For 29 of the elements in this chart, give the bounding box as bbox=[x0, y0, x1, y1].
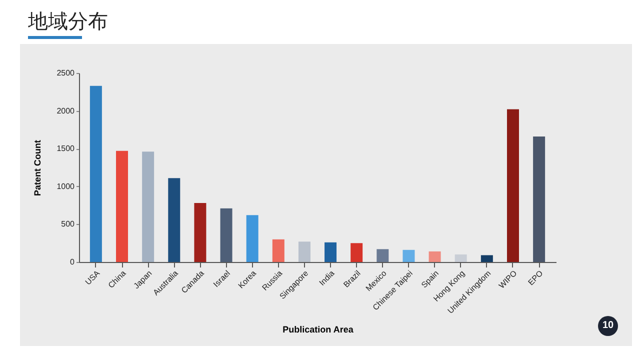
bar bbox=[402, 250, 415, 262]
bar bbox=[428, 251, 441, 262]
bar bbox=[506, 109, 519, 262]
bar bbox=[298, 242, 310, 262]
bar bbox=[142, 152, 154, 262]
bar bbox=[454, 254, 467, 262]
bar bbox=[194, 203, 206, 262]
bar bbox=[246, 215, 258, 262]
chart-title: 地域分布 bbox=[28, 8, 108, 35]
y-tick-label: 2000 bbox=[56, 106, 76, 116]
x-tick-label: USA bbox=[84, 268, 102, 287]
x-axis-title: Publication Area bbox=[282, 324, 354, 334]
y-tick-label: 1500 bbox=[56, 144, 76, 154]
bar bbox=[168, 178, 180, 262]
y-tick-label: 2500 bbox=[56, 68, 76, 78]
bar bbox=[116, 150, 128, 262]
y-axis-title: Patent Count bbox=[32, 140, 43, 196]
bar bbox=[272, 239, 284, 262]
y-tick-label: 1000 bbox=[56, 182, 76, 191]
text: 10 bbox=[598, 316, 618, 336]
y-tick-label: 500 bbox=[61, 220, 76, 229]
bar bbox=[350, 243, 363, 262]
bar bbox=[90, 86, 102, 262]
bar bbox=[376, 249, 389, 262]
y-tick-label: 0 bbox=[70, 258, 76, 266]
bar bbox=[220, 208, 232, 262]
bar bbox=[533, 136, 546, 262]
bar bbox=[480, 255, 493, 262]
bar bbox=[324, 242, 337, 262]
